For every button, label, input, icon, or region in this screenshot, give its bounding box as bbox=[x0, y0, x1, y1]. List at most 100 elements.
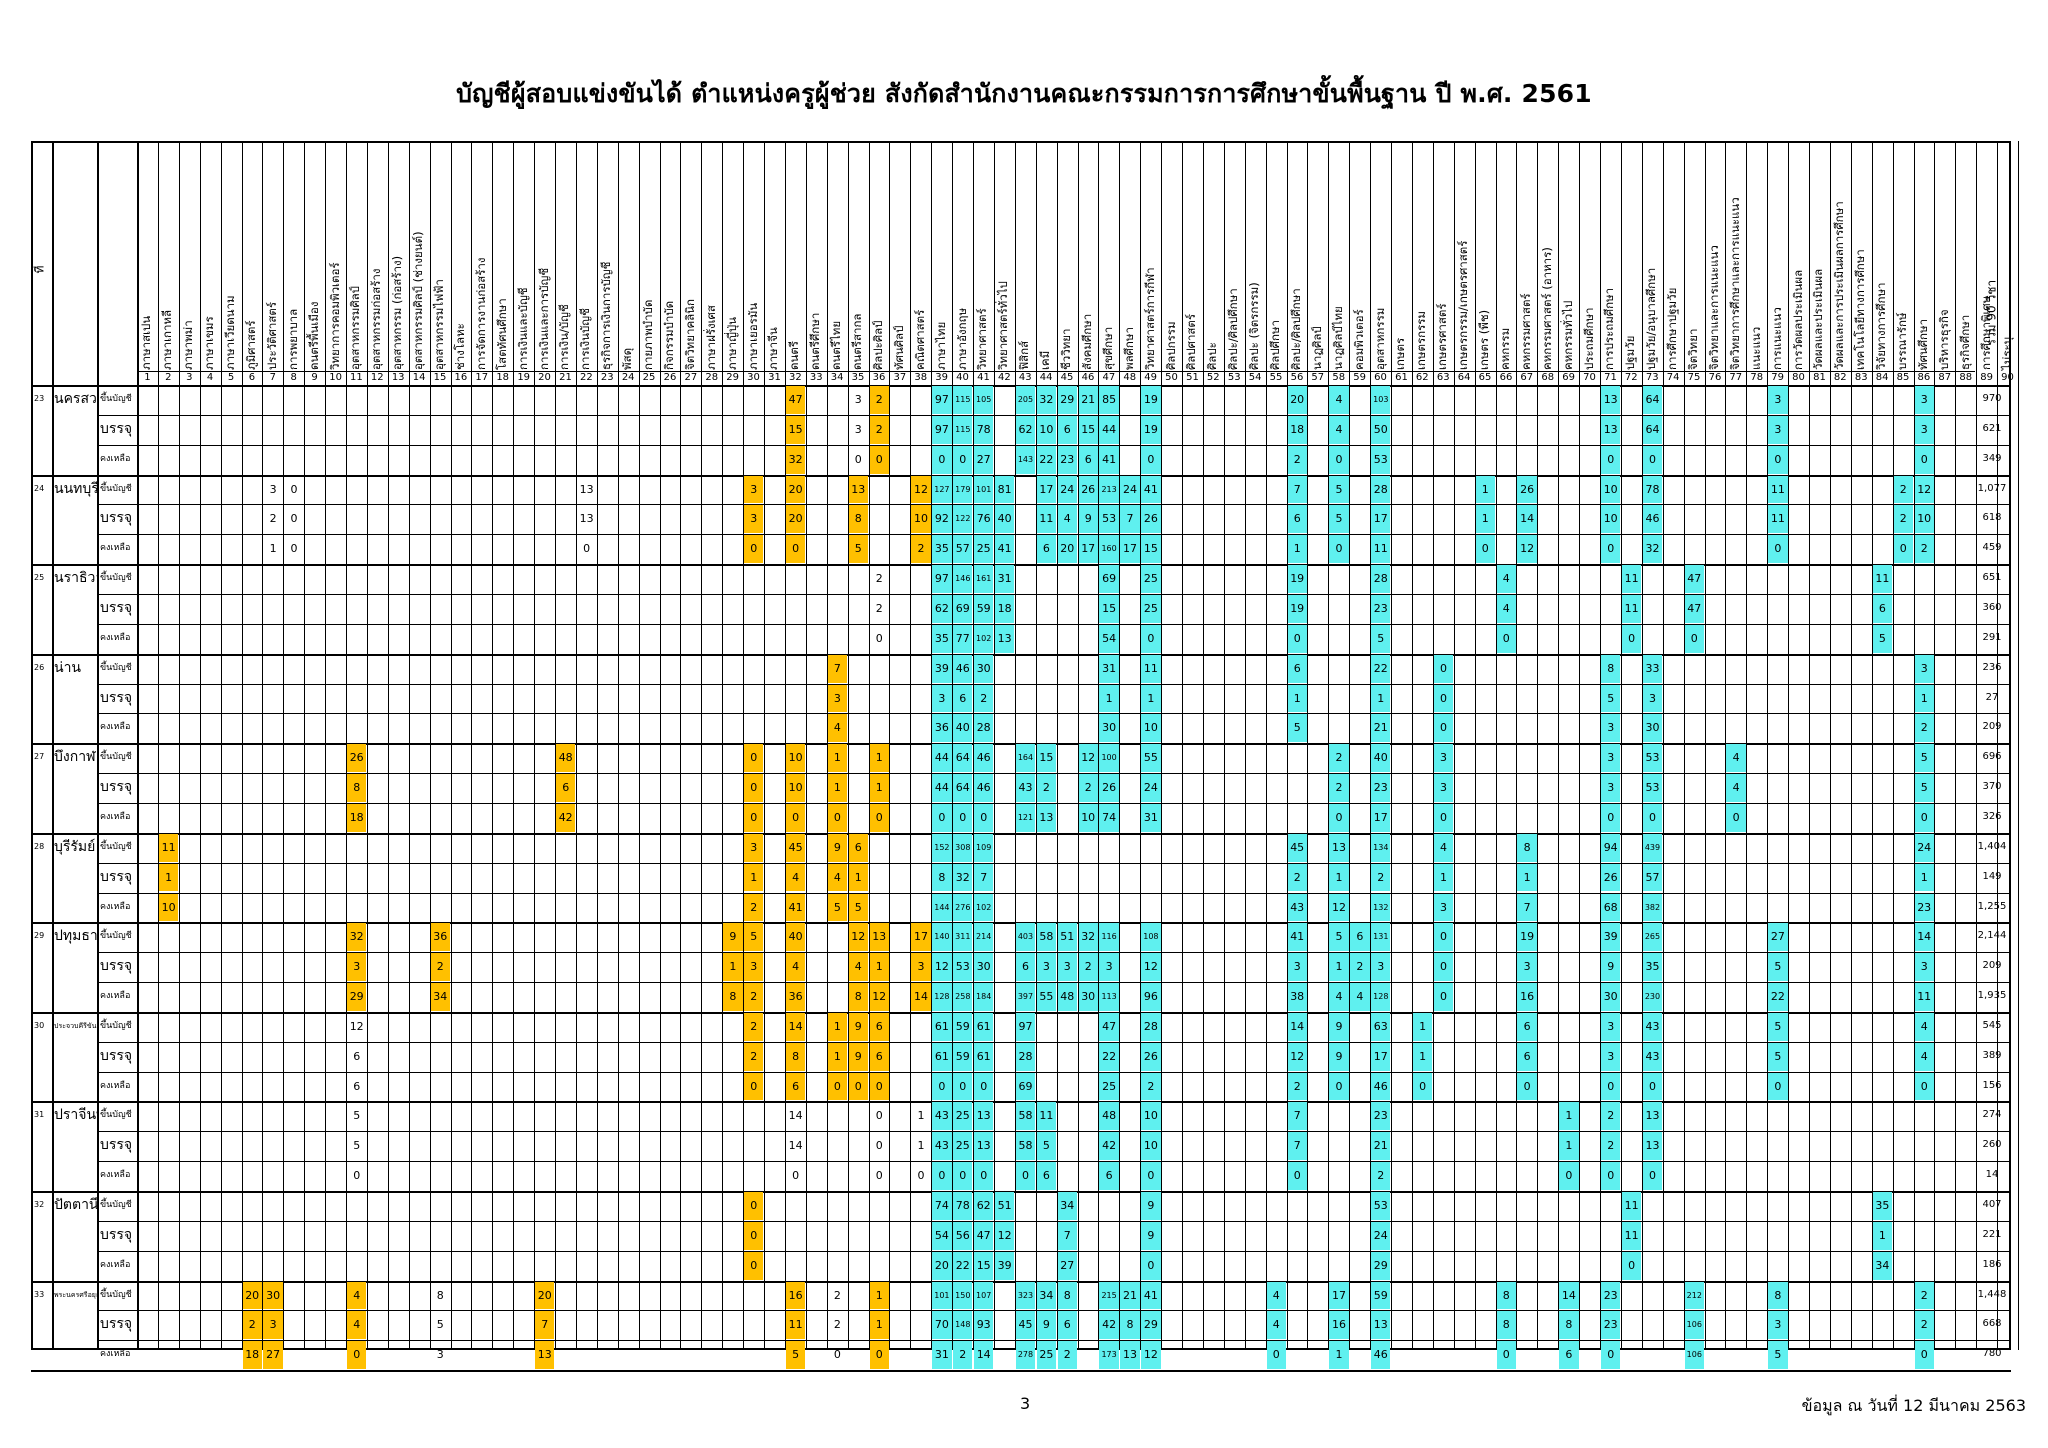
table-cell: 14 bbox=[1559, 1281, 1579, 1310]
table-cell: 45 bbox=[1015, 1311, 1036, 1340]
row-type-label: บรรจุ bbox=[100, 510, 133, 527]
table-cell: 12 bbox=[1329, 893, 1349, 922]
row-type-label: บรรจุ bbox=[100, 1047, 133, 1064]
grid-line bbox=[659, 141, 661, 1350]
table-cell: 17 bbox=[1371, 803, 1391, 832]
table-cell: 5 bbox=[827, 893, 848, 922]
table-cell: 0 bbox=[854, 452, 862, 466]
table-cell: 5 bbox=[1329, 475, 1349, 504]
row-type-label: ขึ้นบัญชี bbox=[100, 1110, 132, 1121]
table-cell: 0 bbox=[953, 803, 973, 832]
column-number: 33 bbox=[809, 372, 823, 383]
table-cell: 5 bbox=[1287, 714, 1307, 743]
column-header: การเงินและบัญชี bbox=[513, 148, 534, 374]
table-cell: 43 bbox=[1015, 774, 1036, 802]
grid-line bbox=[97, 713, 2011, 715]
table-cell: 15 bbox=[785, 415, 806, 444]
table-cell: 42 bbox=[556, 803, 576, 832]
column-header: วิทยาการคอมพิวเตอร์ bbox=[325, 148, 346, 374]
table-cell: 9 bbox=[723, 923, 743, 952]
table-cell: 0 bbox=[290, 542, 298, 556]
table-cell: 6 bbox=[1517, 1042, 1537, 1071]
column-number: 34 bbox=[830, 372, 844, 383]
table-cell: 0 bbox=[875, 1109, 883, 1123]
table-cell: 15 bbox=[1036, 744, 1057, 773]
table-cell: 1 bbox=[1287, 684, 1307, 713]
row-type-label: คงเหลือ bbox=[100, 1259, 131, 1270]
column-header: การแนะแนว bbox=[1767, 148, 1788, 374]
table-cell: 7 bbox=[1287, 1132, 1307, 1161]
table-cell: 41 bbox=[1141, 475, 1161, 504]
grid-line bbox=[1620, 141, 1622, 1350]
row-total: 618 bbox=[1982, 512, 2002, 524]
table-cell: 5 bbox=[353, 1139, 361, 1153]
table-cell: 5 bbox=[1768, 1042, 1788, 1071]
table-cell: 106 bbox=[1684, 1311, 1704, 1340]
column-number: 55 bbox=[1269, 372, 1283, 383]
table-cell: 0 bbox=[974, 803, 994, 832]
table-cell: 6 bbox=[1057, 1311, 1077, 1340]
table-cell: 0 bbox=[869, 1341, 889, 1370]
table-cell: 50 bbox=[1371, 415, 1391, 444]
table-cell: 0 bbox=[1433, 684, 1454, 713]
column-number: 16 bbox=[454, 372, 468, 383]
column-header: เกษตร (พืช) bbox=[1475, 148, 1496, 374]
column-number: 59 bbox=[1353, 372, 1366, 383]
grid-line bbox=[1453, 141, 1455, 1350]
column-header-label: ช่างโลหะ bbox=[452, 323, 467, 370]
grid-line bbox=[1286, 141, 1288, 1350]
table-cell: 11 bbox=[785, 1311, 806, 1340]
table-cell: 0 bbox=[1433, 654, 1454, 683]
column-header: คหกรรมทั่วไป bbox=[1558, 148, 1579, 374]
table-cell: 0 bbox=[1914, 445, 1934, 474]
column-header-label: การเงินและบัญชี bbox=[515, 287, 530, 370]
table-cell: 3 bbox=[911, 953, 931, 981]
row-type-label: บรรจุ bbox=[100, 779, 133, 796]
table-cell: 5 bbox=[744, 923, 764, 952]
table-cell: 103 bbox=[1371, 386, 1391, 414]
grid-line bbox=[97, 1041, 2011, 1043]
table-cell: 30 bbox=[1642, 714, 1663, 743]
column-header-label: การเงินและการบัญชี bbox=[536, 267, 551, 370]
grid-line bbox=[97, 1340, 2011, 1342]
column-number: 12 bbox=[370, 372, 384, 383]
table-cell: 3 bbox=[1036, 953, 1057, 981]
table-cell: 61 bbox=[932, 1042, 952, 1071]
grid-line bbox=[534, 141, 536, 1350]
grid-line bbox=[262, 141, 264, 1350]
table-cell: 3 bbox=[744, 833, 764, 862]
table-cell: 61 bbox=[974, 1012, 994, 1041]
grid-line bbox=[1474, 141, 1476, 1350]
grid-line bbox=[931, 141, 933, 1350]
table-cell: 16 bbox=[1329, 1311, 1349, 1340]
table-cell: 69 bbox=[1099, 565, 1119, 593]
table-cell: 58 bbox=[1036, 923, 1057, 952]
table-cell: 213 bbox=[1099, 475, 1119, 504]
grid-line bbox=[513, 141, 515, 1350]
province-name: บึงกาฬ bbox=[54, 749, 96, 766]
column-header: กายภาพบำบัด bbox=[639, 148, 660, 374]
grid-line bbox=[596, 141, 598, 1350]
table-cell: 4 bbox=[848, 953, 868, 981]
grid-line bbox=[1934, 141, 1936, 1350]
table-cell: 28 bbox=[974, 714, 994, 743]
table-cell: 8 bbox=[932, 863, 952, 892]
row-total: 291 bbox=[1982, 631, 2002, 643]
table-cell: 3 bbox=[1601, 744, 1621, 773]
table-cell: 0 bbox=[1329, 803, 1349, 832]
column-number: 88 bbox=[1959, 372, 1973, 383]
table-cell: 3 bbox=[1057, 953, 1077, 981]
table-cell: 57 bbox=[1642, 863, 1663, 892]
table-cell: 35 bbox=[932, 535, 952, 564]
grid-line bbox=[97, 1310, 2011, 1312]
row-total: 209 bbox=[1982, 721, 2002, 733]
table-cell: 19 bbox=[1141, 415, 1161, 444]
table-cell: 8 bbox=[1559, 1311, 1579, 1340]
grid-line bbox=[1035, 141, 1037, 1350]
table-cell: 81 bbox=[994, 475, 1015, 504]
column-header-label: ทัศนศึกษา bbox=[1915, 318, 1930, 370]
table-cell: 2 bbox=[744, 983, 764, 1011]
table-cell: 56 bbox=[953, 1221, 973, 1250]
table-cell: 42 bbox=[1099, 1132, 1119, 1161]
table-cell: 6 bbox=[1872, 595, 1893, 623]
